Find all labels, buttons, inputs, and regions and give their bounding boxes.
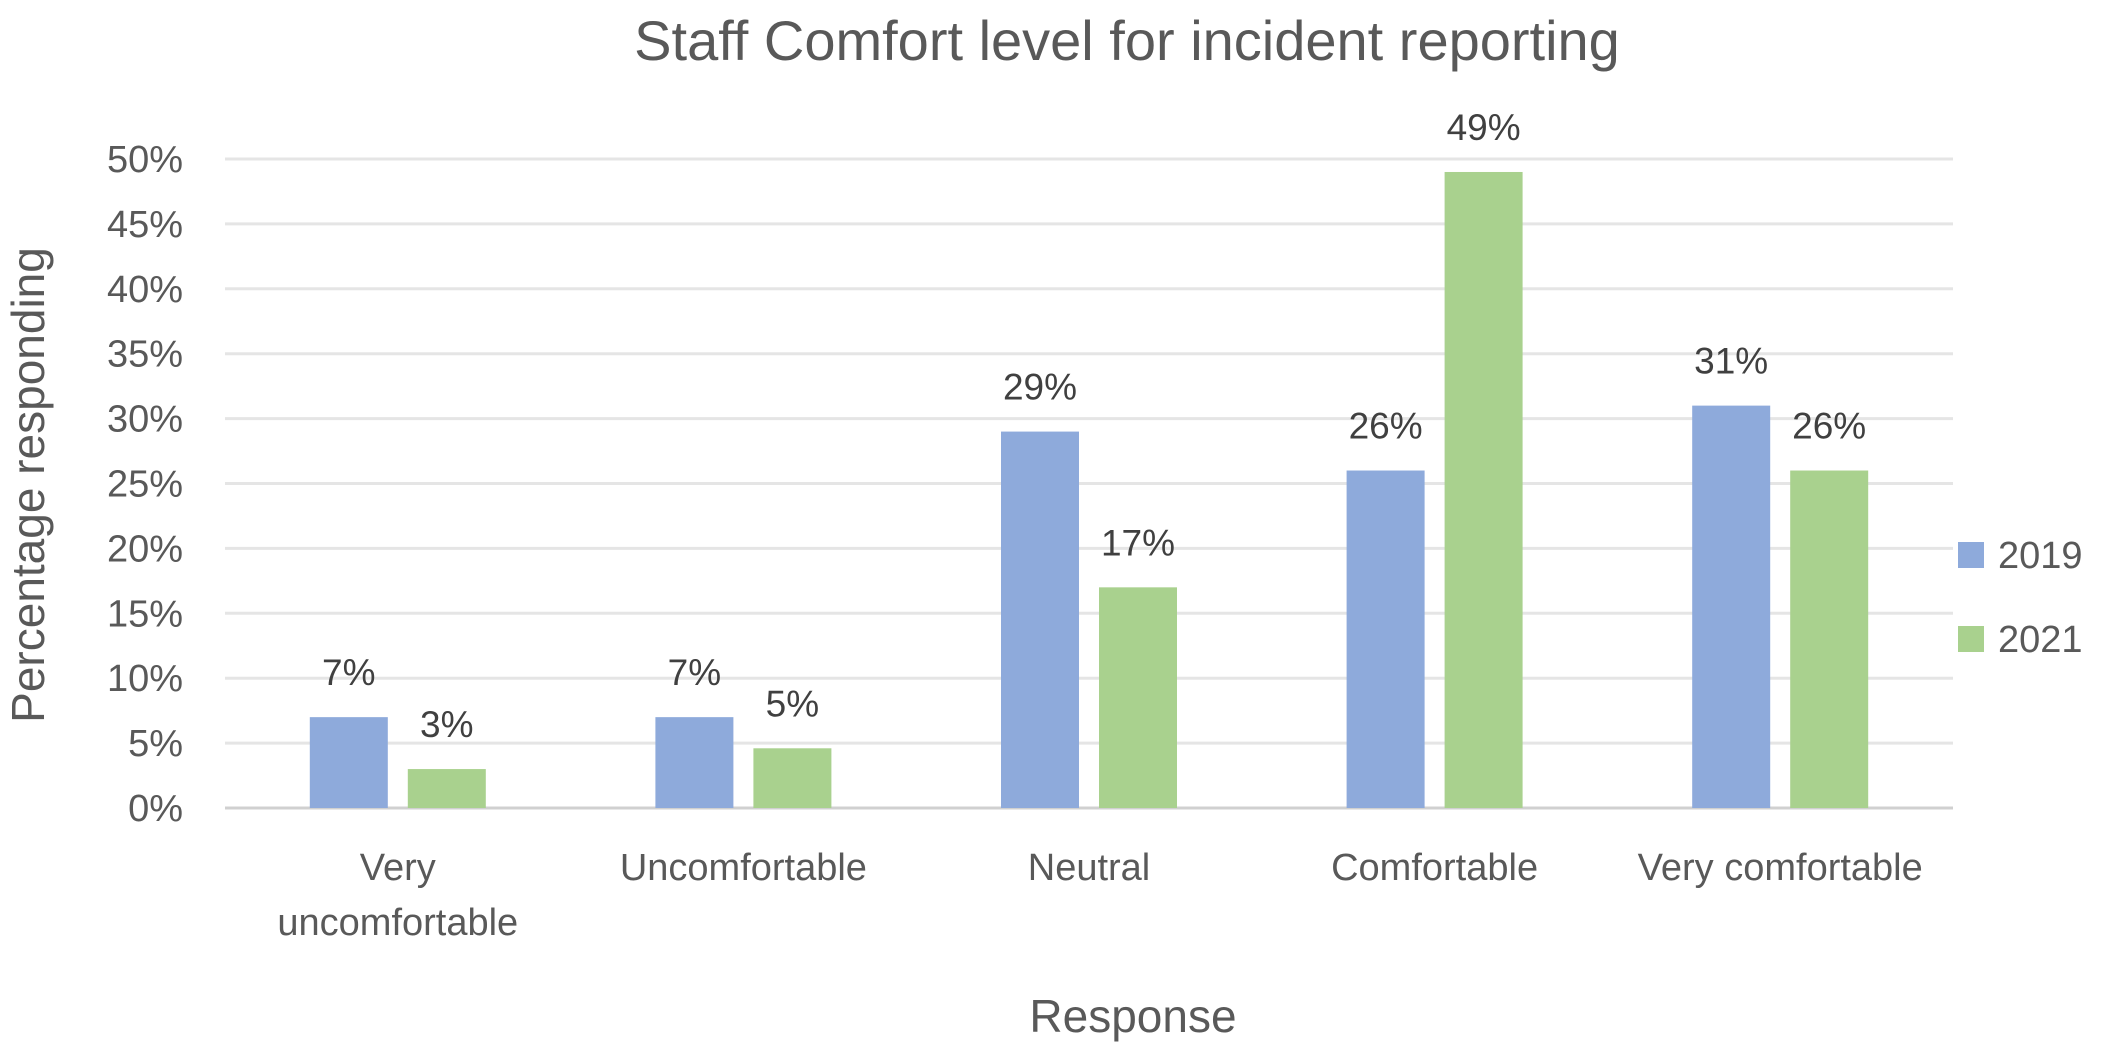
y-tick-label: 15% [107,593,183,635]
bar-2019-1 [655,717,734,808]
y-tick-label: 5% [128,723,183,765]
data-label-2019-2: 29% [1003,367,1077,408]
legend-swatch-2019 [1958,542,1984,568]
bar-2021-4 [1790,470,1869,808]
y-tick-label: 10% [107,658,183,700]
data-label-2021-3: 49% [1447,107,1521,148]
bar-2019-3 [1346,470,1425,808]
x-axis-title: Response [1029,990,1236,1042]
bar-2019-2 [1001,431,1079,808]
bars [309,171,1869,809]
x-tick-label: Uncomfortable [620,847,867,889]
y-tick-label: 35% [107,334,183,376]
y-tick-label: 45% [107,204,183,246]
bar-2021-3 [1444,171,1523,809]
data-label-2021-0: 3% [420,704,473,745]
bar-2019-4 [1692,405,1771,808]
legend-swatch-2021 [1958,626,1984,652]
x-axis-ticks: Very uncomfortable Uncomfortable Neutral Com… [277,847,1922,944]
x-tick-label: Very [360,847,436,889]
y-axis-ticks: 0% 5% 10% 15% 20% 25% 30% 35% 40% 45% 50% [107,139,183,830]
y-tick-label: 0% [128,788,183,830]
bar-2021-0 [407,769,486,808]
data-label-2021-4: 26% [1792,406,1866,447]
x-tick-label: Neutral [1028,847,1151,889]
data-label-2019-4: 31% [1694,341,1768,382]
y-tick-label: 40% [107,269,183,311]
y-axis-title: Percentage responding [2,247,54,723]
x-tick-label: uncomfortable [277,902,518,944]
y-tick-label: 25% [107,464,183,506]
bar-2021-2 [1099,587,1177,808]
bar-2019-0 [309,717,388,808]
data-label-2019-1: 7% [668,652,721,693]
data-label-2021-1: 5% [766,683,819,724]
gridlines [225,157,1953,810]
legend: 2019 2021 [1958,535,2083,661]
y-tick-label: 50% [107,139,183,181]
legend-label-2021: 2021 [1998,619,2083,661]
data-labels: 7% 3% 7% 5% 29% 17% 26% 49% 31% 26% [322,107,1866,745]
x-tick-label: Very comfortable [1638,847,1923,889]
chart-title: Staff Comfort level for incident reporti… [634,9,1620,72]
bar-2021-1 [753,748,832,808]
data-label-2019-0: 7% [322,652,375,693]
y-tick-label: 20% [107,528,183,570]
y-tick-label: 30% [107,399,183,441]
data-label-2019-3: 26% [1349,406,1423,447]
legend-label-2019: 2019 [1998,535,2083,577]
data-label-2021-2: 17% [1101,522,1175,563]
x-tick-label: Comfortable [1331,847,1538,889]
